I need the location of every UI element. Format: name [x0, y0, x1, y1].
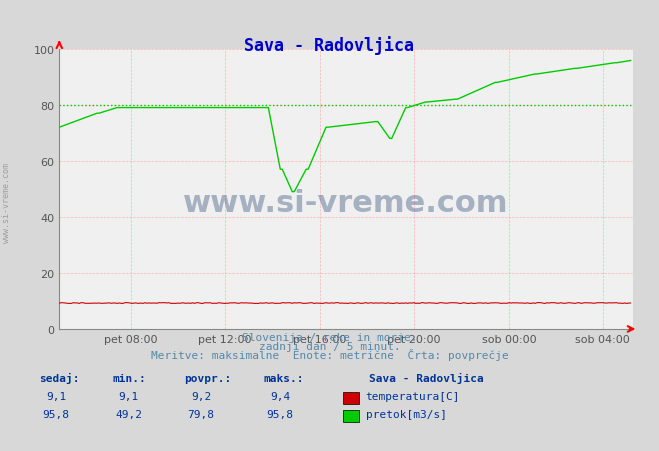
Text: sedaj:: sedaj:	[40, 372, 80, 383]
Text: 9,1: 9,1	[46, 391, 66, 401]
Text: www.si-vreme.com: www.si-vreme.com	[2, 163, 11, 243]
Text: 95,8: 95,8	[267, 409, 293, 419]
Text: Sava - Radovljica: Sava - Radovljica	[369, 372, 484, 383]
Text: Meritve: maksimalne  Enote: metrične  Črta: povprečje: Meritve: maksimalne Enote: metrične Črta…	[151, 349, 508, 360]
Text: Sava - Radovljica: Sava - Radovljica	[244, 36, 415, 55]
Text: povpr.:: povpr.:	[185, 373, 232, 383]
Text: 49,2: 49,2	[115, 409, 142, 419]
Text: temperatura[C]: temperatura[C]	[366, 391, 460, 401]
Text: Slovenija / reke in morje.: Slovenija / reke in morje.	[242, 332, 417, 342]
Text: www.si-vreme.com: www.si-vreme.com	[183, 189, 509, 218]
Text: 9,4: 9,4	[270, 391, 290, 401]
Text: pretok[m3/s]: pretok[m3/s]	[366, 409, 447, 419]
Text: 9,1: 9,1	[119, 391, 138, 401]
Text: 79,8: 79,8	[188, 409, 214, 419]
Text: 9,2: 9,2	[191, 391, 211, 401]
Text: zadnji dan / 5 minut.: zadnji dan / 5 minut.	[258, 341, 401, 351]
Text: min.:: min.:	[112, 373, 146, 383]
Text: maks.:: maks.:	[264, 373, 304, 383]
Text: 95,8: 95,8	[43, 409, 69, 419]
